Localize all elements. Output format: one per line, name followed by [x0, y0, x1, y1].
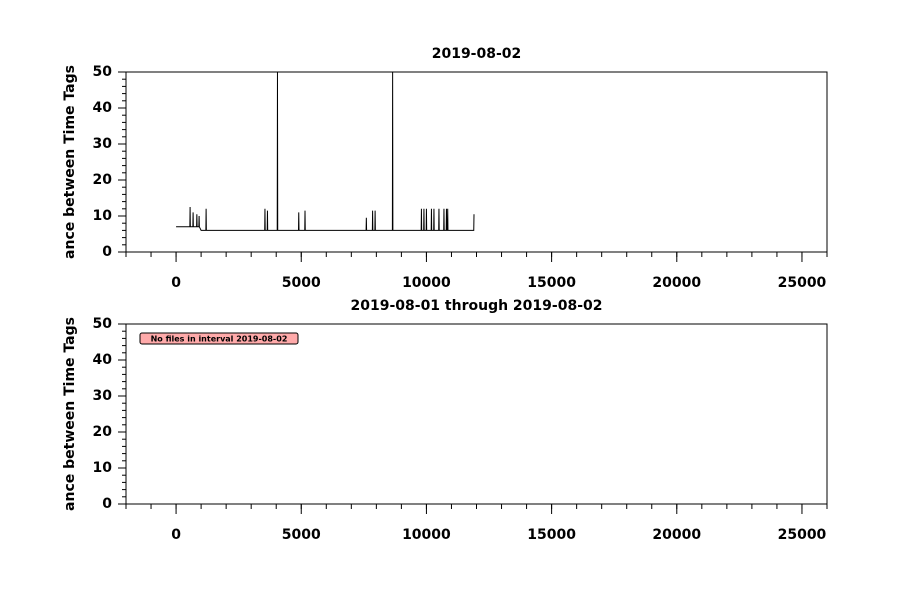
annotation-box [139, 332, 299, 345]
y-tick-label: 30 [93, 136, 113, 152]
plot-frame [125, 323, 828, 505]
x-tick-label: 25000 [778, 275, 827, 291]
x-tick-label: 10000 [402, 275, 451, 291]
y-tick-label: 20 [93, 172, 113, 188]
x-tick-label: 20000 [652, 527, 701, 543]
x-tick-label: 5000 [282, 527, 321, 543]
x-tick-label: 25000 [778, 527, 827, 543]
y-tick-label: 10 [93, 460, 113, 476]
plot-frame [125, 71, 828, 253]
y-tick-label: 10 [93, 208, 113, 224]
y-tick-label: 20 [93, 424, 113, 440]
y-tick-label: 0 [102, 244, 112, 260]
chart-title: 2019-08-02 [432, 46, 522, 62]
data-line [176, 71, 475, 231]
x-tick-label: 20000 [652, 275, 701, 291]
annotation-text: No files in interval 2019-08-02 [151, 335, 288, 344]
x-tick-label: 10000 [402, 527, 451, 543]
y-tick-label: 40 [93, 352, 113, 368]
x-tick-label: 15000 [527, 275, 576, 291]
y-tick-label: 0 [102, 496, 112, 512]
x-tick-label: 15000 [527, 527, 576, 543]
chart-title: 2019-08-01 through 2019-08-02 [351, 298, 603, 314]
annotation: No files in interval 2019-08-02 [139, 332, 299, 345]
y-axis-label: ance between Time Tags [62, 65, 78, 259]
y-tick-label: 40 [93, 100, 113, 116]
x-tick-label: 0 [171, 275, 181, 291]
y-axis-label: ance between Time Tags [62, 317, 78, 511]
y-tick-label: 50 [93, 64, 113, 80]
y-tick-label: 30 [93, 388, 113, 404]
x-tick-label: 0 [171, 527, 181, 543]
x-tick-label: 5000 [282, 275, 321, 291]
y-tick-label: 50 [93, 316, 113, 332]
